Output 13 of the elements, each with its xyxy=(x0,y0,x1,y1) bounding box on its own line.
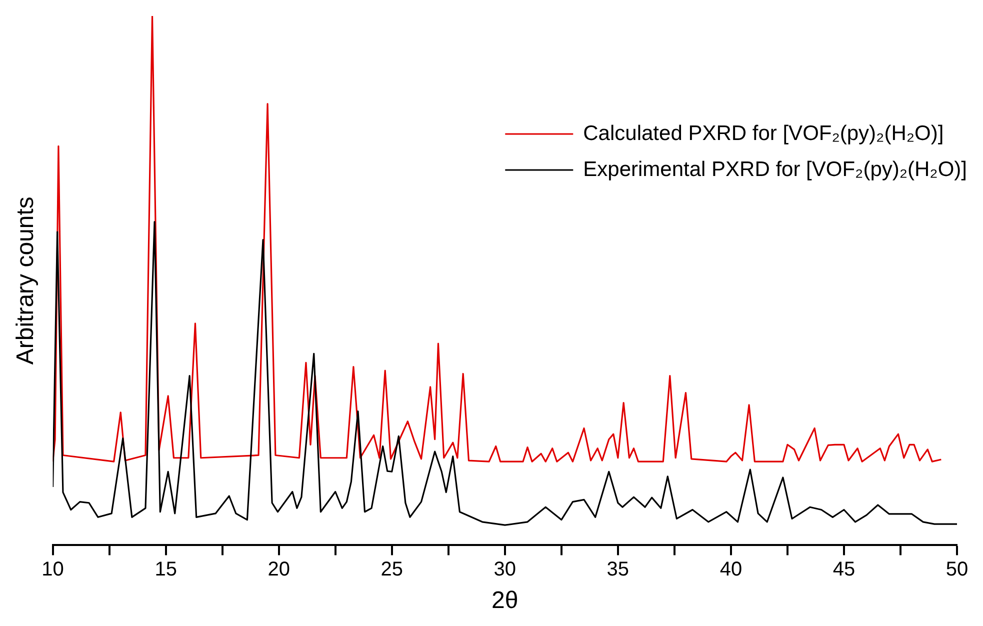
x-tick-label: 45 xyxy=(832,558,856,581)
x-axis-title: 2θ xyxy=(492,587,518,614)
x-tick-label: 20 xyxy=(268,558,290,581)
x-tick-label: 35 xyxy=(606,558,630,581)
legend-label: Experimental PXRD for [VOF₂(py)₂(H₂O)] xyxy=(583,158,968,181)
x-tick-label: 25 xyxy=(380,558,403,581)
x-tick-label: 15 xyxy=(154,558,177,581)
x-tick-label: 30 xyxy=(494,558,516,581)
x-tick-label: 10 xyxy=(42,558,64,581)
legend-label: Calculated PXRD for [VOF₂(py)₂(H₂O)] xyxy=(583,122,944,145)
y-axis-title: Arbitrary counts xyxy=(12,196,40,365)
x-tick-label: 50 xyxy=(946,558,968,581)
x-tick-label: 40 xyxy=(720,558,742,581)
